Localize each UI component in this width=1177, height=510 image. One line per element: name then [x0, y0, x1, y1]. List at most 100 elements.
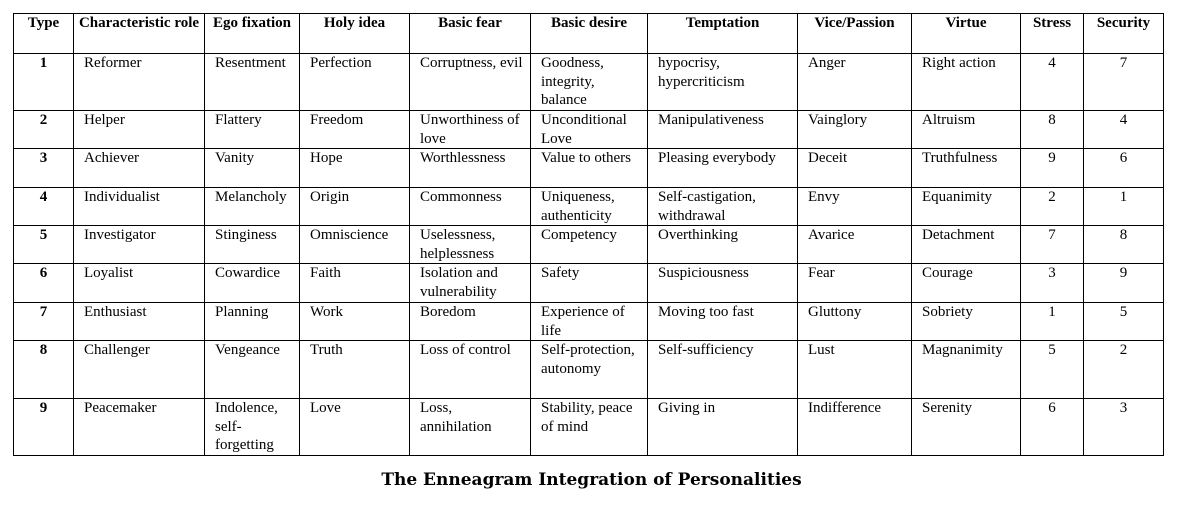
cell-temptation: Overthinking: [647, 225, 798, 264]
cell-type: 7: [13, 302, 74, 341]
cell-security: 9: [1083, 263, 1164, 303]
header-vice: Vice/Passion: [797, 13, 912, 54]
cell-ego-fixation: Cowardice: [204, 263, 300, 303]
cell-holy-idea: Freedom: [299, 110, 410, 149]
cell-temptation: Self-sufficiency: [647, 340, 798, 399]
cell-basic-desire: Uniqueness, authenticity: [530, 187, 648, 226]
cell-basic-desire: Safety: [530, 263, 648, 303]
table-row: 9 Peacemaker Indolence, self-forgetting Lov…: [13, 398, 1164, 456]
cell-stress: 2: [1020, 187, 1084, 226]
cell-stress: 7: [1020, 225, 1084, 264]
cell-stress: 8: [1020, 110, 1084, 149]
cell-holy-idea: Origin: [299, 187, 410, 226]
cell-stress: 4: [1020, 53, 1084, 111]
cell-temptation: Manipulativeness: [647, 110, 798, 149]
cell-type: 5: [13, 225, 74, 264]
cell-ego-fixation: Indolence, self-forgetting: [204, 398, 300, 456]
cell-security: 1: [1083, 187, 1164, 226]
cell-stress: 9: [1020, 148, 1084, 188]
cell-holy-idea: Faith: [299, 263, 410, 303]
cell-basic-desire: Competency: [530, 225, 648, 264]
cell-basic-desire: Value to others: [530, 148, 648, 188]
cell-ego-fixation: Vanity: [204, 148, 300, 188]
cell-virtue: Detachment: [911, 225, 1021, 264]
table-row: 3 Achiever Vanity Hope Worthlessness Value to…: [13, 148, 1164, 188]
cell-temptation: Self-castigation, withdrawal: [647, 187, 798, 226]
cell-vice: Anger: [797, 53, 912, 111]
cell-role: Individualist: [73, 187, 205, 226]
table-row: 6 Loyalist Cowardice Faith Isolation and vul…: [13, 263, 1164, 303]
cell-virtue: Courage: [911, 263, 1021, 303]
table-row: 4 Individualist Melancholy Origin Commonness…: [13, 187, 1164, 226]
cell-basic-desire: Self-protection, autonomy: [530, 340, 648, 399]
cell-basic-desire: Stability, peace of mind: [530, 398, 648, 456]
cell-stress: 3: [1020, 263, 1084, 303]
cell-temptation: Pleasing everybody: [647, 148, 798, 188]
cell-holy-idea: Love: [299, 398, 410, 456]
enneagram-table: Type Characteristic role Ego fixation Holy …: [13, 13, 1164, 456]
cell-temptation: hypocrisy, hypercriticism: [647, 53, 798, 111]
header-basic-fear: Basic fear: [409, 13, 531, 54]
header-row: Type Characteristic role Ego fixation Holy …: [13, 13, 1164, 54]
cell-vice: Vainglory: [797, 110, 912, 149]
cell-basic-desire: Experience of life: [530, 302, 648, 341]
cell-basic-desire: Unconditional Love: [530, 110, 648, 149]
table-row: 7 Enthusiast Planning Work Boredom Experience…: [13, 302, 1164, 341]
cell-temptation: Moving too fast: [647, 302, 798, 341]
cell-virtue: Altruism: [911, 110, 1021, 149]
cell-basic-fear: Uselessness, helplessness: [409, 225, 531, 264]
cell-vice: Fear: [797, 263, 912, 303]
cell-holy-idea: Omniscience: [299, 225, 410, 264]
cell-basic-fear: Corruptness, evil: [409, 53, 531, 111]
cell-type: 1: [13, 53, 74, 111]
cell-role: Enthusiast: [73, 302, 205, 341]
cell-virtue: Truthfulness: [911, 148, 1021, 188]
cell-basic-fear: Boredom: [409, 302, 531, 341]
cell-role: Challenger: [73, 340, 205, 399]
table-row: 5 Investigator Stinginess Omniscience Useles…: [13, 225, 1164, 264]
cell-vice: Envy: [797, 187, 912, 226]
table-row: 8 Challenger Vengeance Truth Loss of control…: [13, 340, 1164, 399]
cell-security: 6: [1083, 148, 1164, 188]
cell-basic-fear: Worthlessness: [409, 148, 531, 188]
header-security: Security: [1083, 13, 1164, 54]
cell-vice: Indifference: [797, 398, 912, 456]
cell-security: 7: [1083, 53, 1164, 111]
cell-vice: Deceit: [797, 148, 912, 188]
cell-holy-idea: Hope: [299, 148, 410, 188]
cell-stress: 1: [1020, 302, 1084, 341]
cell-virtue: Sobriety: [911, 302, 1021, 341]
header-holy-idea: Holy idea: [299, 13, 410, 54]
cell-basic-desire: Goodness, integrity, balance: [530, 53, 648, 111]
header-virtue: Virtue: [911, 13, 1021, 54]
header-type: Type: [13, 13, 74, 54]
cell-ego-fixation: Vengeance: [204, 340, 300, 399]
cell-virtue: Serenity: [911, 398, 1021, 456]
cell-holy-idea: Work: [299, 302, 410, 341]
header-temptation: Temptation: [647, 13, 798, 54]
cell-ego-fixation: Stinginess: [204, 225, 300, 264]
cell-security: 4: [1083, 110, 1164, 149]
header-stress: Stress: [1020, 13, 1084, 54]
cell-role: Helper: [73, 110, 205, 149]
cell-ego-fixation: Resentment: [204, 53, 300, 111]
cell-ego-fixation: Planning: [204, 302, 300, 341]
cell-basic-fear: Isolation and vulnerability: [409, 263, 531, 303]
cell-type: 8: [13, 340, 74, 399]
cell-basic-fear: Loss of control: [409, 340, 531, 399]
cell-role: Peacemaker: [73, 398, 205, 456]
cell-type: 4: [13, 187, 74, 226]
cell-vice: Gluttony: [797, 302, 912, 341]
header-ego-fixation: Ego fixation: [204, 13, 300, 54]
cell-type: 2: [13, 110, 74, 149]
cell-basic-fear: Commonness: [409, 187, 531, 226]
cell-ego-fixation: Melancholy: [204, 187, 300, 226]
cell-security: 8: [1083, 225, 1164, 264]
cell-ego-fixation: Flattery: [204, 110, 300, 149]
cell-vice: Lust: [797, 340, 912, 399]
cell-stress: 6: [1020, 398, 1084, 456]
header-basic-desire: Basic desire: [530, 13, 648, 54]
cell-security: 3: [1083, 398, 1164, 456]
table-row: 2 Helper Flattery Freedom Unworthiness of lo…: [13, 110, 1164, 149]
cell-holy-idea: Perfection: [299, 53, 410, 111]
